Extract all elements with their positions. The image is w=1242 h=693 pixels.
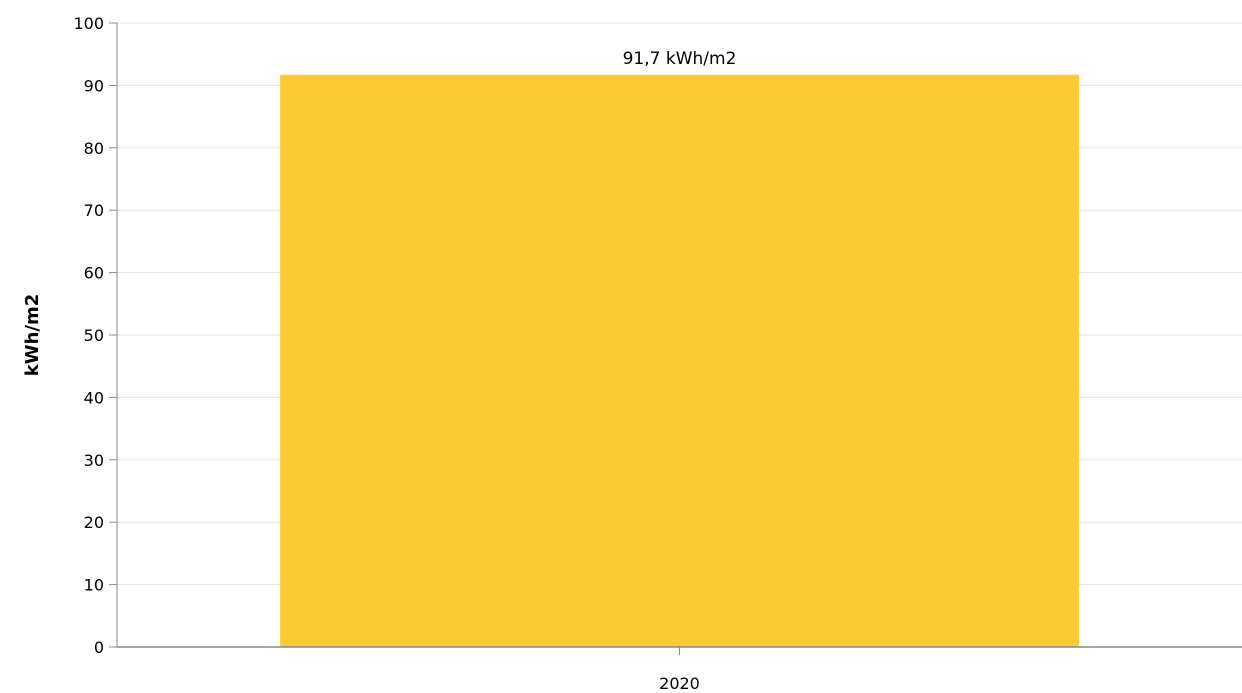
y-tick-label: 20: [84, 513, 104, 532]
x-tick-label: 2020: [659, 674, 700, 693]
y-tick-label: 100: [73, 14, 104, 33]
y-tick-label: 30: [84, 451, 104, 470]
bar: [280, 74, 1079, 648]
labels: 0 10 20 30 40 50 60 70 80 90 100 2020 91,7 kWh/m2: [73, 14, 736, 693]
y-tick-label: 0: [94, 638, 104, 657]
y-tick-label: 10: [84, 576, 104, 595]
y-tick-label: 80: [84, 139, 104, 158]
y-tick-label: 50: [84, 326, 104, 345]
y-tick-label: 40: [84, 388, 104, 407]
y-tick-label: 70: [84, 201, 104, 220]
bars: [280, 74, 1079, 648]
axes: [109, 22, 1242, 655]
y-tick-label: 90: [84, 76, 104, 95]
y-tick-label: 60: [84, 264, 104, 283]
data-label: 91,7 kWh/m2: [623, 49, 737, 69]
y-axis-title: kWh/m2: [22, 294, 43, 377]
